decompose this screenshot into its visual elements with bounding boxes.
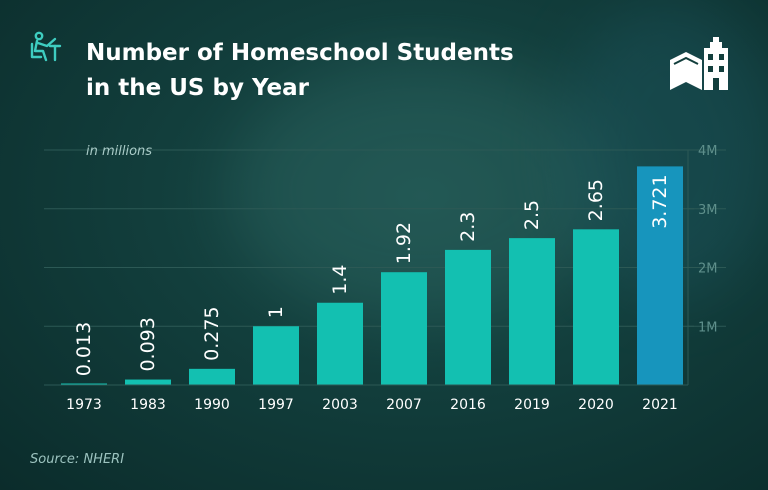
bar-2019: [509, 238, 555, 385]
category-label-2007: 2007: [386, 397, 422, 413]
category-label-2020: 2020: [578, 397, 614, 413]
y-tick-label: 3M: [698, 203, 718, 218]
book-building-logo-icon: [670, 37, 728, 90]
value-label-1983: 0.093: [137, 317, 159, 371]
chart-title-line-1: Number of Homeschool Students: [86, 40, 514, 66]
category-label-2019: 2019: [514, 397, 550, 413]
bar-2003: [317, 302, 363, 385]
student-at-desk-icon: [30, 31, 62, 62]
bar-2020: [573, 229, 619, 385]
y-tick-label: 2M: [698, 262, 718, 277]
value-label-2020: 2.65: [585, 179, 607, 221]
y-tick-label: 1M: [698, 320, 718, 335]
category-label-1973: 1973: [66, 397, 102, 413]
value-label-2019: 2.5: [521, 200, 543, 230]
value-label-2007: 1.92: [393, 222, 415, 264]
bar-1997: [253, 326, 299, 385]
category-label-1997: 1997: [258, 397, 294, 413]
bar-1990: [189, 368, 235, 385]
value-label-2003: 1.4: [329, 265, 351, 295]
bar-2007: [381, 272, 427, 385]
value-label-1997: 1: [265, 306, 287, 318]
value-label-2021: 3.721: [649, 174, 671, 228]
unit-label: in millions: [86, 144, 152, 159]
category-label-1983: 1983: [130, 397, 166, 413]
value-label-1990: 0.275: [201, 306, 223, 360]
category-label-1990: 1990: [194, 397, 230, 413]
bar-1973: [61, 383, 107, 385]
bar-1983: [125, 379, 171, 385]
category-label-2021: 2021: [642, 397, 678, 413]
bar-2021: [637, 166, 683, 385]
bar-2016: [445, 249, 491, 385]
value-label-2016: 2.3: [457, 212, 479, 242]
source-note: Source: NHERI: [30, 452, 125, 467]
chart-title: Number of Homeschool Students in the US …: [86, 36, 556, 106]
value-label-1973: 0.013: [73, 322, 95, 376]
y-tick-label: 4M: [698, 144, 718, 159]
category-label-2003: 2003: [322, 397, 358, 413]
chart-title-line-2: in the US by Year: [86, 75, 309, 101]
category-label-2016: 2016: [450, 397, 486, 413]
